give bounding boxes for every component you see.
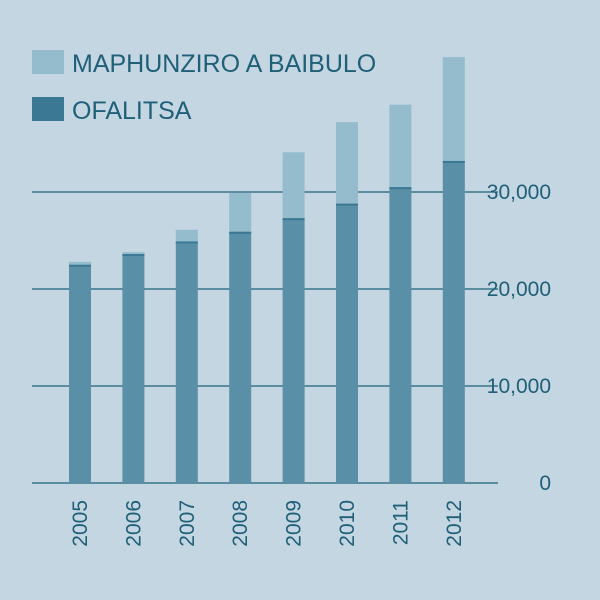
legend-swatch — [32, 50, 64, 74]
bar-ofalitsa-cap — [442, 160, 465, 163]
legend-swatch — [32, 97, 64, 121]
legend: MAPHUNZIRO A BAIBULO OFALITSA — [32, 50, 376, 125]
bar-ofalitsa-2005 — [69, 264, 91, 483]
bar-ofalitsa-2006 — [122, 254, 145, 483]
bar-maphunziro-2005 — [69, 261, 91, 265]
y-tick-label: 10,000 — [487, 375, 551, 398]
x-tick-label: 2011 — [389, 500, 412, 545]
bar-maphunziro-2006 — [122, 252, 145, 255]
y-axis-tick-labels: 0 10,000 20,000 30,000 — [487, 181, 551, 495]
bar-maphunziro-2010 — [336, 122, 358, 204]
bar-ofalitsa-cap — [389, 187, 412, 190]
bar-ofalitsa-2009 — [282, 218, 305, 483]
x-tick-label: 2008 — [229, 500, 252, 547]
bar-maphunziro-2008 — [229, 192, 252, 232]
x-tick-label: 2007 — [176, 500, 199, 547]
x-tick-label: 2012 — [443, 500, 466, 547]
bar-maphunziro-2009 — [282, 152, 305, 219]
bar-maphunziro-2012 — [442, 57, 465, 161]
gridlines — [32, 191, 498, 484]
x-tick-label: 2009 — [283, 500, 306, 547]
bar-ofalitsa-2007 — [175, 241, 198, 483]
x-axis-tick-labels: 2005 2006 2007 2008 2009 2010 2011 2012 — [69, 500, 466, 547]
x-tick-label: 2005 — [69, 500, 92, 547]
legend-label: OFALITSA — [72, 97, 192, 125]
bar-ofalitsa-2010 — [336, 203, 358, 483]
bar-ofalitsa-cap — [175, 241, 198, 244]
y-tick-label: 30,000 — [487, 181, 551, 204]
y-tick-label: 20,000 — [487, 278, 551, 301]
bar-ofalitsa-cap — [229, 231, 252, 234]
bar-ofalitsa-2011 — [389, 187, 412, 483]
bar-ofalitsa-cap — [122, 254, 145, 257]
bar-ofalitsa-2008 — [229, 231, 252, 483]
bar-ofalitsa-cap — [282, 218, 305, 221]
bar-maphunziro-2007 — [175, 229, 198, 242]
bar-ofalitsa-2012 — [442, 160, 465, 483]
x-tick-label: 2006 — [122, 500, 145, 547]
legend-label: MAPHUNZIRO A BAIBULO — [72, 50, 376, 78]
bar-maphunziro-2011 — [389, 104, 412, 188]
bar-ofalitsa-cap — [336, 203, 358, 206]
x-tick-label: 2010 — [336, 500, 359, 547]
y-tick-label: 0 — [539, 472, 551, 495]
bar-ofalitsa-cap — [69, 264, 91, 267]
bars — [69, 57, 465, 483]
